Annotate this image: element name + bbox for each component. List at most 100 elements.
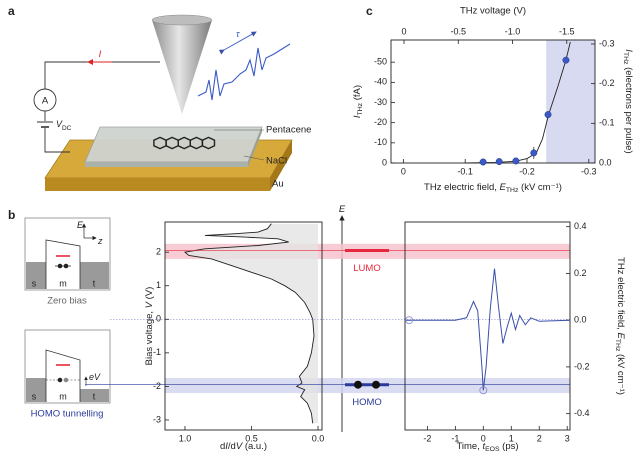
level-label: LUMO <box>353 263 380 274</box>
text-part: V <box>144 300 155 308</box>
energy-axis-label: E <box>339 204 346 215</box>
tick-label: 0.2 <box>574 268 587 278</box>
text-part: THz electric field, <box>424 182 500 193</box>
setup-diagram: τ A VDC I Pentacene NaCl Au <box>33 14 311 191</box>
tick-label: -2 <box>153 381 161 391</box>
text-part: I <box>225 441 228 452</box>
axis-label: Time, tEOS (ps) <box>456 441 518 453</box>
ammeter <box>33 88 57 112</box>
tick-label: -0.2 <box>599 78 615 88</box>
text-part: THz <box>357 102 364 115</box>
electron <box>57 377 63 383</box>
electrode <box>26 378 46 402</box>
tick-label: -40 <box>374 77 387 87</box>
tick-label: -0.1 <box>457 166 473 176</box>
marker <box>479 386 488 395</box>
bias-energy-label: eV <box>89 372 101 382</box>
text-part: E <box>500 182 507 193</box>
text-part: EOS <box>485 446 500 453</box>
au-front <box>45 178 270 191</box>
tick-label: -20 <box>374 117 387 127</box>
insulator-label: NaCl <box>266 156 287 167</box>
inset-zero-bias: E z s m t Zero bias <box>24 217 111 307</box>
leader-line <box>243 155 265 161</box>
region-label: t <box>93 278 96 288</box>
tick-label: -0.2 <box>574 361 590 371</box>
tick-label: -0.3 <box>581 166 597 176</box>
tick-label: -0.4 <box>574 408 590 418</box>
shaded-region <box>546 40 595 163</box>
tick-label: -0.2 <box>519 166 535 176</box>
delay-arrow <box>218 31 257 55</box>
axis-label: THz electric field, ETHz (kV cm⁻¹) <box>614 257 627 395</box>
electron <box>63 263 69 269</box>
electrode <box>80 262 109 289</box>
tick-label: 0.0 <box>312 433 325 443</box>
panel-label: a <box>8 4 15 18</box>
tick-label: -3 <box>153 414 161 424</box>
tick-label: -1 <box>451 433 459 443</box>
tick-label: -30 <box>374 97 387 107</box>
fit-line <box>465 41 571 164</box>
text-part: (a.u.) <box>242 441 267 452</box>
pentacene-molecule <box>153 136 216 150</box>
text-part: (kV cm⁻¹) <box>615 351 626 395</box>
electrode <box>80 389 109 402</box>
text-part: E <box>615 333 626 340</box>
region-label: t <box>93 391 96 401</box>
barrier <box>45 239 81 289</box>
tick-label: 1 <box>509 433 514 443</box>
plot-frame <box>390 39 596 164</box>
region-label: s <box>32 391 37 401</box>
circuit-wire <box>44 61 160 153</box>
tick-label: 2 <box>156 247 161 257</box>
text-part: I <box>99 49 102 60</box>
axis-label: Bias voltage, V (V) <box>144 287 155 366</box>
axis-label: THz electric field, ETHz (kV cm⁻¹) <box>424 182 562 195</box>
tick-label: 0.5 <box>245 433 258 443</box>
text-part: THz <box>506 187 519 194</box>
region-label: s <box>32 278 37 288</box>
plot-frame <box>404 221 571 431</box>
stm-tip <box>152 20 212 114</box>
position-label: z <box>97 236 103 246</box>
barrier <box>45 349 81 402</box>
nacl-front <box>85 162 248 167</box>
tick-label: 0 <box>402 26 407 36</box>
plot-frame <box>164 221 323 431</box>
axis-label: dI/dV (a.u.) <box>220 441 267 452</box>
tick-label: 3 <box>565 433 570 443</box>
data-point <box>562 56 570 64</box>
text-part: (electrons per pulse) <box>623 64 634 153</box>
text-part: V <box>236 441 244 452</box>
bias-label: VDC <box>56 119 72 132</box>
text-part: t <box>482 441 485 452</box>
region-label: m <box>59 391 67 401</box>
text-part: I <box>352 115 363 118</box>
data-point <box>479 158 487 166</box>
marker <box>405 316 414 325</box>
nacl-top <box>84 126 263 163</box>
tick-label: -10 <box>374 137 387 147</box>
text-part: E <box>339 204 346 215</box>
electron <box>57 263 63 269</box>
axis-label: ITHz (electrons per pulse) <box>622 49 635 153</box>
text-part: Bias voltage, <box>144 308 155 365</box>
inset-caption: HOMO tunnelling <box>31 409 104 420</box>
data-point <box>544 111 552 119</box>
level-label: HOMO <box>352 397 382 408</box>
text-part: (kV cm⁻¹) <box>518 182 562 193</box>
au-side <box>270 140 292 191</box>
text-part: τ <box>236 29 241 40</box>
electron <box>63 377 69 383</box>
electron <box>354 380 362 389</box>
tick-label: -0.3 <box>599 38 615 48</box>
nacl-side <box>248 127 262 167</box>
panel-label: c <box>366 4 373 18</box>
current-label: I <box>99 49 102 60</box>
ring <box>201 136 216 150</box>
tick-label: 1.0 <box>179 433 192 443</box>
inset-caption: Zero bias <box>47 296 87 307</box>
tick-label: -2 <box>423 433 431 443</box>
